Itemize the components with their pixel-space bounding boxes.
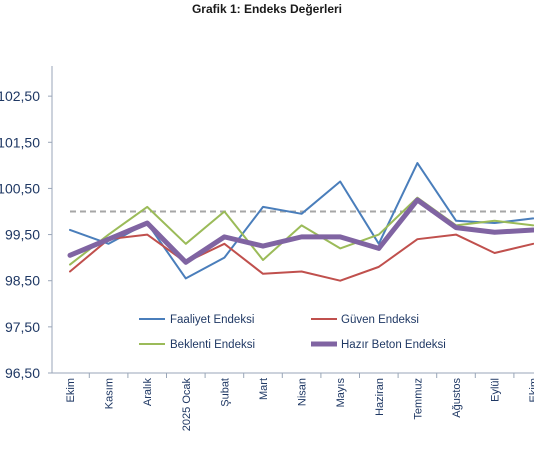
x-tick-label: Haziran: [374, 378, 386, 416]
series-line-g-ven-endeksi: [69, 233, 534, 282]
legend-label: Beklenti Endeksi: [170, 339, 255, 351]
legend-label: Faaliyet Endeksi: [170, 314, 254, 326]
x-tick-label: Ağustos: [451, 378, 463, 418]
y-tick-label: 96,50: [5, 365, 40, 381]
y-tick-label: 101,50: [0, 134, 40, 150]
legend-label: Güven Endeksi: [341, 314, 419, 326]
series-lines: [67, 162, 534, 282]
y-tick-label: 97,50: [5, 319, 40, 335]
x-tick-label: Nisan: [297, 378, 309, 406]
x-tick-label: Mart: [258, 378, 270, 400]
y-tick-label: 100,50: [0, 180, 40, 196]
y-tick-label: 98,50: [5, 273, 40, 289]
series-line-haz-r-beton-endeksi: [67, 197, 534, 265]
x-tick-label: 2025 Ocak: [181, 378, 193, 432]
legend: Faaliyet Endeksi Güven Endeksi Beklenti En…: [130, 307, 460, 353]
series-line-faaliyet-endeksi: [69, 162, 534, 280]
chart-axes: 96,50 97,50 98,50 99,50 100,50 101,50 102,50 Ek…: [0, 66, 534, 431]
y-tick-label: 99,50: [5, 227, 40, 243]
x-tick-label: Şubat: [219, 378, 231, 407]
x-tick-label: Kasım: [104, 378, 116, 409]
chart-title: Grafik 1: Endeks Değerleri: [191, 2, 343, 16]
x-tick-label: Temmuz: [412, 378, 424, 420]
x-tick-label: Ekim: [528, 378, 534, 402]
y-tick-label: 102,50: [0, 88, 40, 104]
legend-label: Hazır Beton Endeksi: [341, 339, 446, 351]
series-line-beklenti-endeksi: [69, 196, 534, 266]
x-tick-label: Aralık: [142, 378, 154, 407]
x-tick-label: Eylül: [490, 378, 502, 402]
x-tick-label: Ekim: [65, 378, 77, 402]
legend-background: [130, 307, 460, 353]
x-tick-label: Mayıs: [335, 378, 347, 408]
